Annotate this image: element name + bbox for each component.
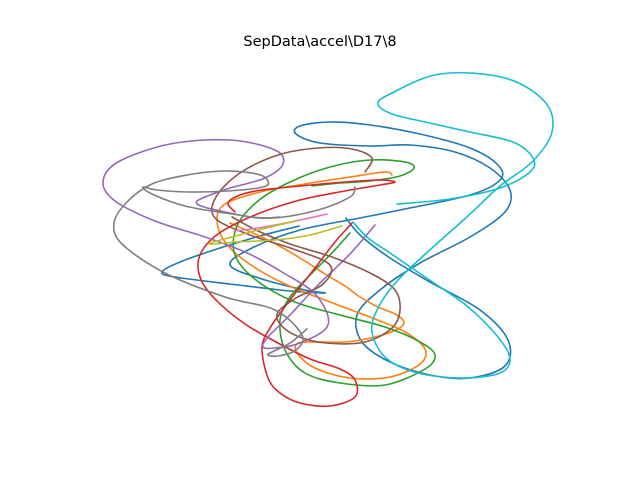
series-line-8 [112, 170, 356, 358]
series-line-7 [233, 213, 328, 232]
series-line-1 [161, 121, 513, 380]
series-line-2 [216, 171, 427, 380]
series-line-4 [197, 179, 396, 408]
series-line-10 [352, 71, 554, 379]
chart-title: SepData\accel\D17\8 [243, 34, 397, 50]
series-line-6 [210, 146, 401, 345]
series-line-3 [232, 158, 436, 387]
series-line-5 [102, 138, 376, 350]
series-line-9 [207, 220, 343, 245]
